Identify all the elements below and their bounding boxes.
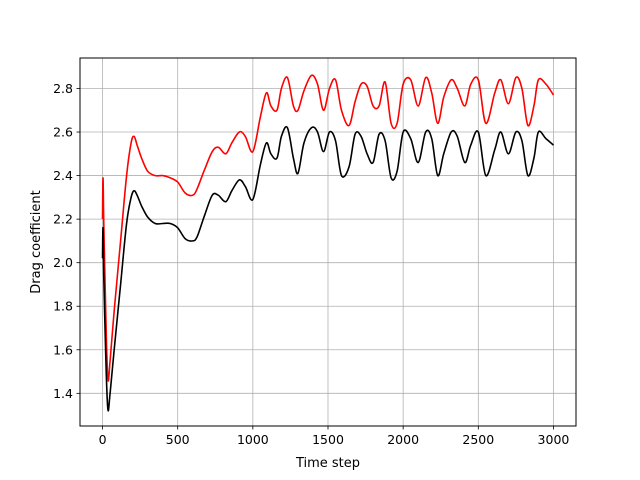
y-tick-label: 1.8 — [53, 299, 73, 314]
y-tick-label: 1.4 — [53, 386, 73, 401]
y-tick-label: 2.6 — [53, 125, 73, 140]
y-tick-label: 2.2 — [53, 212, 73, 227]
series-line-1 — [101, 74, 555, 382]
y-tick-label: 1.6 — [53, 342, 73, 357]
y-tick-label: 2.4 — [53, 168, 73, 183]
x-axis-label: Time step — [295, 456, 360, 471]
x-tick-label: 1500 — [312, 432, 344, 447]
x-tick-label: 0 — [99, 432, 107, 447]
x-tick-label: 3000 — [538, 432, 570, 447]
x-tick-label: 2500 — [462, 432, 494, 447]
x-tick-label: 2000 — [387, 432, 419, 447]
y-tick-label: 2.8 — [53, 81, 73, 96]
x-tick-label: 1000 — [237, 432, 269, 447]
grid-lines — [80, 58, 576, 426]
series-lines — [101, 74, 555, 412]
y-axis-ticks: 1.4 1.6 1.8 2.0 2.2 2.4 2.6 2.8 — [53, 81, 80, 401]
x-tick-label: 500 — [166, 432, 190, 447]
series-line-2 — [101, 126, 555, 412]
y-tick-label: 2.0 — [53, 255, 73, 270]
y-axis-label: Drag coefficient — [29, 190, 44, 293]
x-axis-ticks: 0 500 1000 1500 2000 2500 3000 — [99, 426, 570, 447]
